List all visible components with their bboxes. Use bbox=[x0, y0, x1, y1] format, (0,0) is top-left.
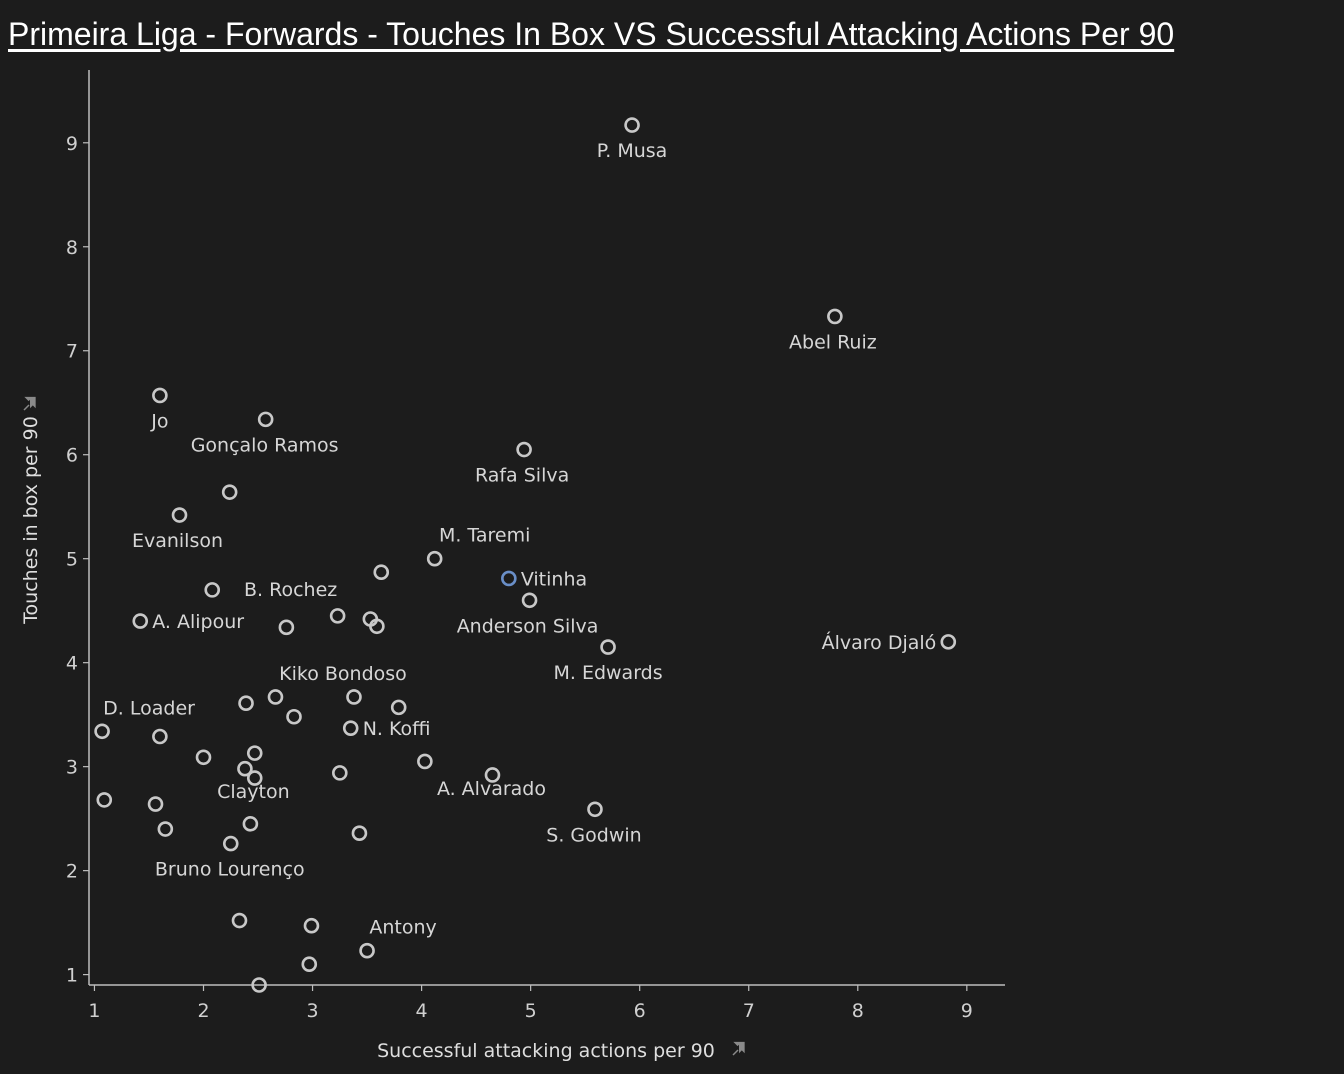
x-tick-label: 4 bbox=[416, 1000, 428, 1022]
point-label: B. Rochez bbox=[244, 579, 337, 601]
data-point[interactable] bbox=[242, 816, 259, 832]
point-label: N. Koffi bbox=[363, 718, 431, 740]
data-point[interactable] bbox=[624, 117, 640, 133]
x-tick-label: 5 bbox=[525, 1000, 537, 1022]
y-tick-label: 7 bbox=[66, 341, 78, 363]
y-tick-label: 4 bbox=[66, 653, 78, 675]
point-label: A. Alipour bbox=[152, 611, 244, 633]
point-label: Evanilson bbox=[132, 530, 223, 552]
y-axis-title: Touches in box per 90 bbox=[20, 416, 42, 625]
data-point[interactable] bbox=[286, 708, 302, 725]
y-tick-label: 3 bbox=[66, 757, 78, 779]
x-tick-label: 1 bbox=[88, 1000, 100, 1022]
data-point[interactable] bbox=[238, 695, 254, 712]
point-label: Gonçalo Ramos bbox=[191, 434, 339, 456]
point-label: S. Godwin bbox=[546, 824, 641, 846]
data-point[interactable] bbox=[521, 592, 538, 609]
point-label: Clayton bbox=[217, 781, 290, 803]
point-label: Antony bbox=[369, 917, 436, 939]
data-point[interactable] bbox=[96, 792, 113, 808]
data-point[interactable] bbox=[351, 825, 368, 841]
data-point[interactable] bbox=[484, 767, 501, 783]
pin-icon[interactable] bbox=[22, 391, 42, 411]
data-point[interactable] bbox=[342, 720, 359, 736]
point-label: Álvaro Djaló bbox=[822, 631, 937, 654]
data-point[interactable] bbox=[303, 917, 320, 934]
y-tick-label: 2 bbox=[66, 861, 78, 883]
data-point[interactable] bbox=[157, 821, 174, 837]
x-tick-label: 7 bbox=[743, 1000, 755, 1022]
data-points bbox=[94, 117, 957, 993]
data-point[interactable] bbox=[222, 835, 239, 852]
data-point[interactable] bbox=[171, 507, 188, 523]
data-point[interactable] bbox=[940, 634, 957, 650]
point-label: M. Edwards bbox=[553, 662, 662, 684]
data-point[interactable] bbox=[257, 411, 274, 428]
data-point[interactable] bbox=[195, 749, 212, 766]
data-point[interactable] bbox=[221, 484, 238, 500]
point-label: Bruno Lourenço bbox=[155, 859, 305, 881]
point-label: D. Loader bbox=[103, 697, 195, 719]
data-point[interactable] bbox=[417, 753, 433, 770]
y-tick-label: 8 bbox=[66, 237, 78, 259]
data-point[interactable] bbox=[827, 308, 843, 325]
pin-icon[interactable] bbox=[731, 1036, 751, 1056]
data-point[interactable] bbox=[301, 956, 318, 973]
point-label: A. Alvarado bbox=[437, 778, 546, 800]
data-point[interactable] bbox=[132, 613, 149, 629]
data-point[interactable] bbox=[516, 441, 532, 458]
point-label: Anderson Silva bbox=[457, 615, 599, 637]
data-point[interactable] bbox=[346, 689, 362, 705]
data-point[interactable] bbox=[600, 639, 616, 655]
chart-title: Primeira Liga - Forwards - Touches In Bo… bbox=[8, 16, 1175, 52]
point-label: M. Taremi bbox=[439, 525, 530, 547]
data-point[interactable] bbox=[246, 745, 263, 761]
data-point[interactable] bbox=[251, 977, 267, 993]
data-point[interactable] bbox=[267, 689, 284, 705]
data-point[interactable] bbox=[94, 723, 110, 740]
data-point[interactable] bbox=[501, 570, 517, 587]
x-tick-label: 9 bbox=[961, 1000, 973, 1022]
point-labels: P. Musa Abel Ruiz Jo Gonçalo Ramos Rafa Silv… bbox=[103, 140, 936, 939]
data-point[interactable] bbox=[329, 608, 346, 624]
y-tick-label: 5 bbox=[66, 549, 78, 571]
axes bbox=[88, 70, 1005, 986]
data-point[interactable] bbox=[359, 942, 375, 959]
y-tick-label: 1 bbox=[66, 965, 78, 987]
x-tick-label: 3 bbox=[307, 1000, 319, 1022]
data-point[interactable] bbox=[231, 912, 248, 929]
point-label: Kiko Bondoso bbox=[279, 663, 407, 685]
x-tick-label: 8 bbox=[852, 1000, 864, 1022]
data-point[interactable] bbox=[332, 765, 348, 781]
data-point[interactable] bbox=[373, 564, 390, 581]
data-point[interactable] bbox=[204, 582, 221, 598]
data-point[interactable] bbox=[237, 760, 253, 777]
point-label: Abel Ruiz bbox=[789, 331, 877, 353]
data-point[interactable] bbox=[278, 619, 295, 636]
data-point[interactable] bbox=[152, 387, 168, 404]
data-point[interactable] bbox=[246, 770, 263, 786]
data-point[interactable] bbox=[369, 618, 385, 635]
axis-ticks: 1 2 3 4 5 6 7 8 9 1 2 3 4 5 6 7 8 9 bbox=[66, 133, 973, 1022]
x-tick-label: 2 bbox=[197, 1000, 209, 1022]
data-point[interactable] bbox=[587, 801, 603, 818]
x-axis-title: Successful attacking actions per 90 bbox=[377, 1040, 715, 1062]
point-label: Vitinha bbox=[521, 568, 587, 590]
data-point[interactable] bbox=[390, 699, 407, 716]
data-point[interactable] bbox=[426, 550, 443, 567]
y-tick-label: 6 bbox=[66, 445, 78, 467]
point-label: P. Musa bbox=[597, 140, 668, 162]
data-point[interactable] bbox=[152, 728, 168, 745]
x-tick-label: 6 bbox=[634, 1000, 646, 1022]
point-label: Jo bbox=[150, 410, 168, 432]
point-label: Rafa Silva bbox=[475, 465, 569, 487]
data-point[interactable] bbox=[147, 796, 164, 812]
y-tick-label: 9 bbox=[66, 133, 78, 155]
